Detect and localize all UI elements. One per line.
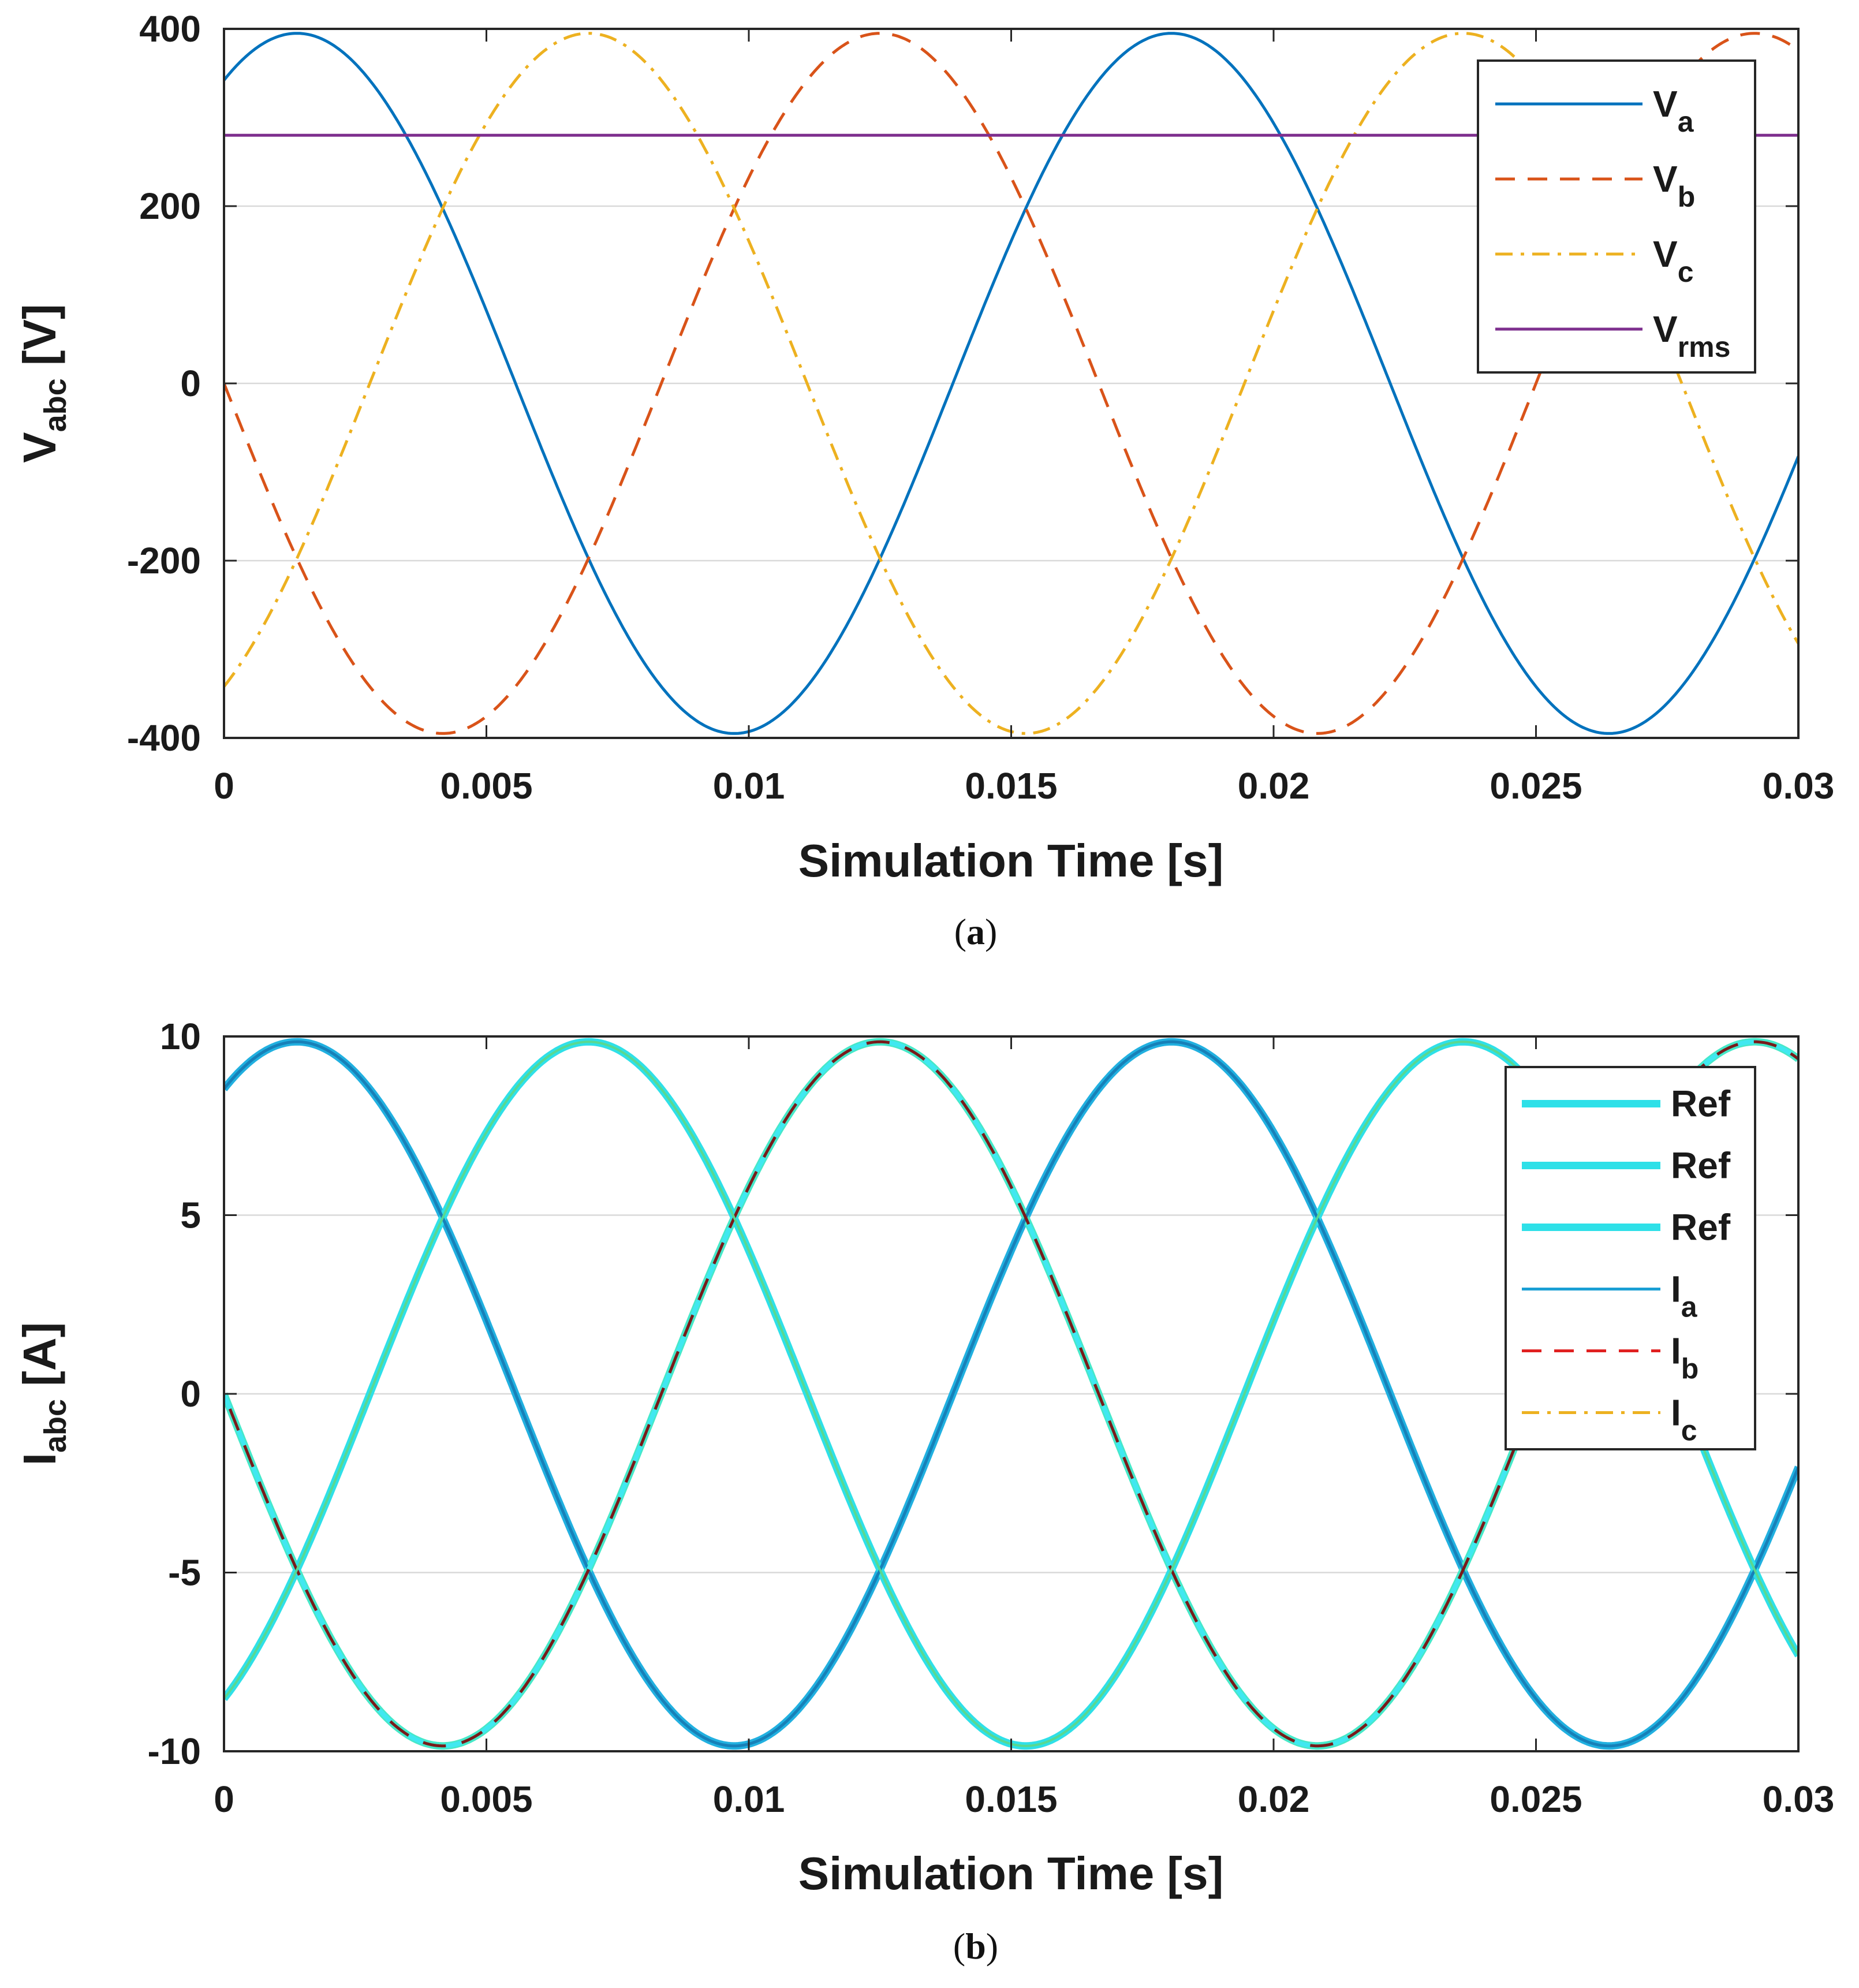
legend-label-main: I <box>1671 1269 1681 1310</box>
series-line-a <box>224 32 1798 735</box>
x-axis-ticks: 0 0.005 0.01 0.015 0.02 0.025 0.03 <box>214 29 1834 807</box>
y-tick-label: 200 <box>139 185 201 227</box>
panel-caption-b: (b) <box>953 1926 998 1967</box>
legend-label-main: V <box>1653 83 1678 125</box>
y-tick-label: -400 <box>127 717 201 759</box>
legend-label: Ref <box>1671 1083 1731 1125</box>
legend-label-sub: rms <box>1678 331 1731 363</box>
x-tick-label: 0.005 <box>440 1778 532 1820</box>
y-axis-label-main: I <box>14 1453 65 1465</box>
y-tick-label: 5 <box>180 1195 201 1236</box>
panel-caption-a: (a) <box>954 911 998 952</box>
panel-caption-letter: b <box>965 1926 986 1967</box>
y-axis-label: Vabc [V] <box>14 304 73 463</box>
legend-label: Vb <box>1653 158 1695 213</box>
y-tick-label: -10 <box>148 1730 201 1772</box>
legend-label: Va <box>1653 83 1694 138</box>
legend-label: Ref <box>1671 1207 1731 1248</box>
legend-label-main: V <box>1653 158 1678 200</box>
legend-box <box>1477 59 1756 374</box>
panel-caption-letter: a <box>966 911 985 952</box>
legend-label: Ref <box>1671 1145 1731 1187</box>
x-tick-label: 0.01 <box>713 765 785 807</box>
x-tick-label: 0.015 <box>965 765 1057 807</box>
x-tick-label: 0.02 <box>1238 1778 1310 1820</box>
legend-label-sub: a <box>1678 106 1694 138</box>
x-tick-label: 0.01 <box>713 1778 785 1820</box>
x-axis-label: Simulation Time [s] <box>798 1848 1223 1899</box>
x-tick-label: 0.015 <box>965 1778 1057 1820</box>
x-tick-label: 0.02 <box>1238 765 1310 807</box>
x-tick-label: 0.005 <box>440 765 532 807</box>
y-axis-ticks: -10 -5 0 5 10 <box>148 1016 1798 1772</box>
y-axis-label-unit: [V] <box>14 304 65 378</box>
y-tick-label: 400 <box>139 8 201 50</box>
x-tick-label: 0.025 <box>1490 1778 1582 1820</box>
y-axis-label-sub: abc <box>38 378 73 432</box>
x-tick-label: 0 <box>214 1778 234 1820</box>
y-tick-label: -5 <box>168 1552 201 1594</box>
legend-label-main: V <box>1653 233 1678 275</box>
y-tick-label: 0 <box>180 363 201 404</box>
x-tick-label: 0.025 <box>1490 765 1582 807</box>
legend-label: Ib <box>1671 1330 1699 1385</box>
legend-label-main: V <box>1653 308 1678 350</box>
x-tick-label: 0.03 <box>1763 765 1835 807</box>
series-line-b <box>224 32 1798 735</box>
legend-label-main: Ref <box>1671 1145 1731 1187</box>
x-tick-label: 0.03 <box>1763 1778 1835 1820</box>
legend-label: Vc <box>1653 233 1694 288</box>
legend-label-main: Ref <box>1671 1083 1731 1125</box>
y-axis-label: Iabc [A] <box>14 1322 73 1466</box>
legend-label-sub: a <box>1681 1291 1698 1323</box>
panel-b-current-chart: 0 0.005 0.01 0.015 0.02 0.025 0.03 -10 -5 0 5 10 S… <box>14 1016 1834 1967</box>
legend-label: Ic <box>1671 1392 1697 1447</box>
series-line-a <box>224 1040 1798 1748</box>
panel-a-voltage-chart: 0 0.005 0.01 0.015 0.02 0.025 0.03 -400 -200 0 20… <box>14 8 1834 952</box>
legend-label-main: I <box>1671 1392 1681 1434</box>
reference-dash-line <box>224 1039 1798 1748</box>
legend-label-sub: c <box>1681 1415 1697 1447</box>
x-tick-label: 0 <box>214 765 234 807</box>
y-tick-label: 10 <box>160 1016 201 1057</box>
legend-label-main: I <box>1671 1330 1681 1372</box>
legend-label: Ia <box>1671 1269 1698 1323</box>
y-axis-ticks: -400 -200 0 200 400 <box>127 8 1798 759</box>
legend-label-sub: b <box>1681 1353 1699 1385</box>
legend-label-main: Ref <box>1671 1207 1731 1248</box>
legend-label-sub: b <box>1678 181 1696 213</box>
y-axis-label-main: V <box>14 432 65 463</box>
y-axis-label-sub: abc <box>38 1399 73 1453</box>
y-axis-label-unit: [A] <box>14 1322 65 1399</box>
legend-box <box>1505 1066 1756 1450</box>
y-tick-label: 0 <box>180 1373 201 1415</box>
y-tick-label: -200 <box>127 540 201 581</box>
x-axis-label: Simulation Time [s] <box>798 835 1223 886</box>
legend-label-sub: c <box>1678 256 1694 288</box>
x-axis-ticks: 0 0.005 0.01 0.015 0.02 0.025 0.03 <box>214 1036 1834 1820</box>
legend-label: Vrms <box>1653 308 1730 363</box>
